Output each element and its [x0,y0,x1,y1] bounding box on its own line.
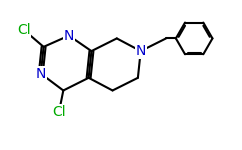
Text: Cl: Cl [52,105,66,119]
Text: N: N [136,44,146,58]
Text: Cl: Cl [17,23,31,37]
Text: N: N [64,29,74,43]
Text: N: N [36,67,46,81]
